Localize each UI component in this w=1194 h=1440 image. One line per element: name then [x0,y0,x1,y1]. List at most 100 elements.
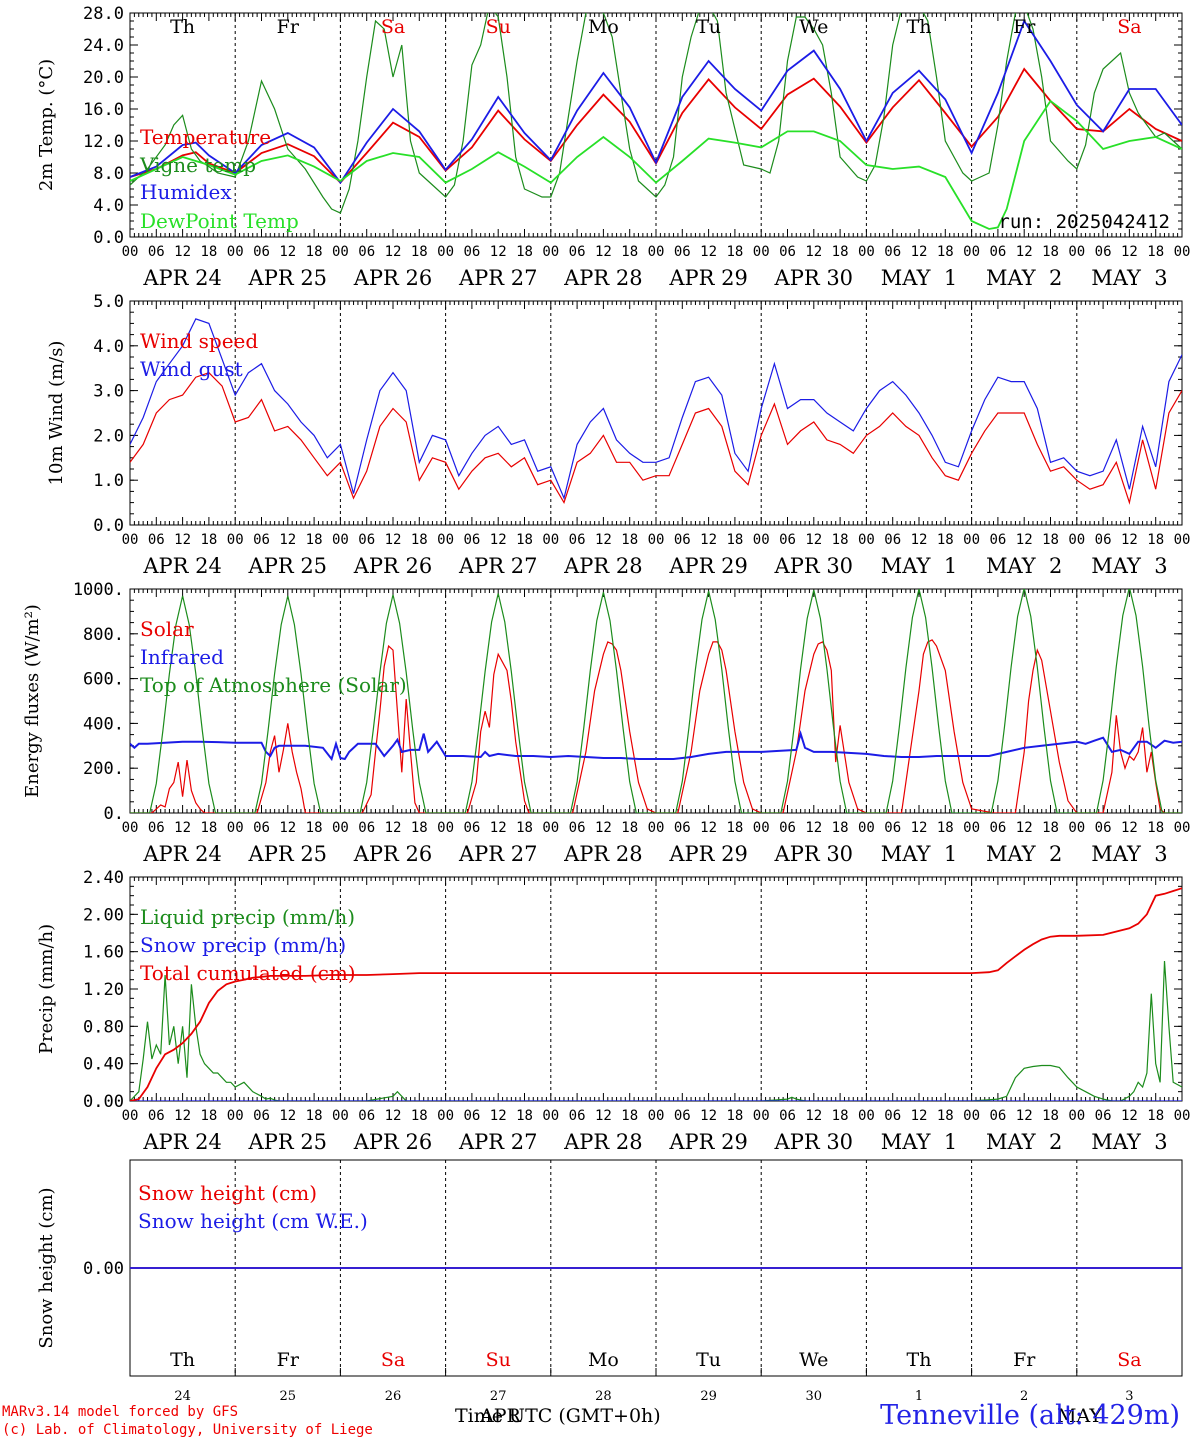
weekday-label: Fr [1013,16,1036,38]
x-hour-tick-label: 00 [648,244,665,260]
x-hour-tick-label: 18 [516,1108,533,1124]
x-hour-tick-label: 18 [306,820,323,836]
x-hour-tick-label: 06 [779,244,796,260]
x-hour-tick-label: 00 [227,820,244,836]
x-hour-tick-label: 06 [989,532,1006,548]
x-day-number-label: 3 [1125,1389,1133,1404]
x-hour-tick-label: 18 [937,820,954,836]
x-hour-tick-label: 06 [358,532,375,548]
x-hour-tick-label: 18 [306,1108,323,1124]
x-hour-tick-label: 12 [595,820,612,836]
x-hour-tick-label: 06 [253,244,270,260]
legend-entry: Wind speed [140,329,258,353]
x-hour-tick-label: 12 [595,244,612,260]
x-hour-tick-label: 18 [621,532,638,548]
x-hour-tick-label: 12 [385,244,402,260]
x-date-label: MAY 1 [881,266,957,290]
panel-5 [129,1159,1183,1377]
x-date-label: APR 25 [248,1130,328,1154]
x-hour-tick-label: 18 [411,820,428,836]
y-tick-label: 4.0 [93,337,124,357]
y-tick-label: 1.20 [83,980,124,1000]
x-hour-tick-label: 00 [122,244,139,260]
x-hour-tick-label: 00 [1068,820,1085,836]
x-date-label: APR 30 [774,1130,854,1154]
x-hour-tick-label: 18 [621,244,638,260]
weekday-label: Th [907,16,932,38]
panel-4 [129,876,1183,1102]
y-axis-title: 2m Temp. (°C) [36,59,57,191]
x-hour-tick-label: 12 [385,1108,402,1124]
legend-entry: Humidex [140,180,232,204]
x-hour-tick-label: 12 [279,1108,296,1124]
x-hour-tick-label: 12 [1016,1108,1033,1124]
y-tick-label: 16.0 [83,100,124,120]
x-date-label: APR 24 [142,554,222,578]
x-hour-tick-label: 12 [279,820,296,836]
x-hour-tick-label: 00 [1068,532,1085,548]
legend-entry: Snow precip (mm/h) [140,933,346,957]
x-hour-tick-label: 18 [1147,1108,1164,1124]
x-hour-tick-label: 12 [911,1108,928,1124]
weekday-label: Fr [277,1349,300,1371]
x-hour-tick-label: 00 [437,1108,454,1124]
x-hour-tick-label: 06 [253,1108,270,1124]
x-hour-tick-label: 18 [832,1108,849,1124]
x-hour-tick-label: 00 [542,820,559,836]
x-date-label: APR 24 [142,1130,222,1154]
x-day-number-label: 28 [595,1389,612,1404]
x-date-label: MAY 3 [1091,842,1167,866]
x-date-label: APR 28 [563,554,643,578]
y-tick-label: 0.80 [83,1017,124,1037]
x-date-label: APR 24 [142,842,222,866]
x-date-label: APR 27 [458,554,538,578]
x-date-label: MAY 2 [986,842,1062,866]
x-hour-tick-label: 00 [753,820,770,836]
x-date-label: APR 25 [248,554,328,578]
x-hour-tick-label: 06 [884,1108,901,1124]
panel-3 [129,588,1183,814]
x-hour-tick-label: 18 [1042,532,1059,548]
weekday-label: We [799,1349,828,1371]
x-hour-tick-label: 06 [463,532,480,548]
x-hour-tick-label: 12 [174,1108,191,1124]
x-hour-tick-label: 18 [516,244,533,260]
x-hour-tick-label: 06 [989,244,1006,260]
x-hour-tick-label: 06 [1095,820,1112,836]
x-hour-tick-label: 12 [595,1108,612,1124]
x-hour-tick-label: 06 [569,820,586,836]
x-hour-tick-label: 00 [963,532,980,548]
x-hour-tick-label: 12 [174,244,191,260]
location-title: Tenneville (alt: 429m) [880,1400,1180,1431]
x-date-label: APR 29 [668,266,748,290]
weekday-label: Fr [277,16,300,38]
x-hour-tick-label: 18 [726,820,743,836]
x-hour-tick-label: 00 [753,244,770,260]
x-hour-tick-label: 12 [174,820,191,836]
series-line-infrared [130,729,1182,762]
x-hour-tick-label: 06 [674,820,691,836]
x-hour-tick-label: 12 [911,244,928,260]
x-date-label: APR 24 [142,266,222,290]
x-date-label: APR 28 [563,266,643,290]
x-hour-tick-label: 06 [674,244,691,260]
x-hour-tick-label: 18 [726,1108,743,1124]
y-axis-title: 10m Wind (m/s) [46,341,67,486]
y-tick-label: 28.0 [83,4,124,24]
x-hour-tick-label: 06 [779,1108,796,1124]
x-hour-tick-label: 18 [1147,244,1164,260]
x-hour-tick-label: 12 [1016,244,1033,260]
x-hour-tick-label: 00 [542,532,559,548]
y-tick-label: 400. [83,714,124,734]
y-tick-label: 2.00 [83,905,124,925]
weekday-label: Su [486,1349,511,1371]
x-hour-tick-label: 06 [779,532,796,548]
x-hour-tick-label: 18 [1042,244,1059,260]
y-tick-label: 1.60 [83,943,124,963]
x-hour-tick-label: 06 [884,244,901,260]
x-hour-tick-label: 12 [279,532,296,548]
x-date-label: MAY 2 [986,266,1062,290]
x-date-label: APR 29 [668,554,748,578]
x-day-number-label: 29 [700,1389,717,1404]
x-hour-tick-label: 12 [1121,244,1138,260]
